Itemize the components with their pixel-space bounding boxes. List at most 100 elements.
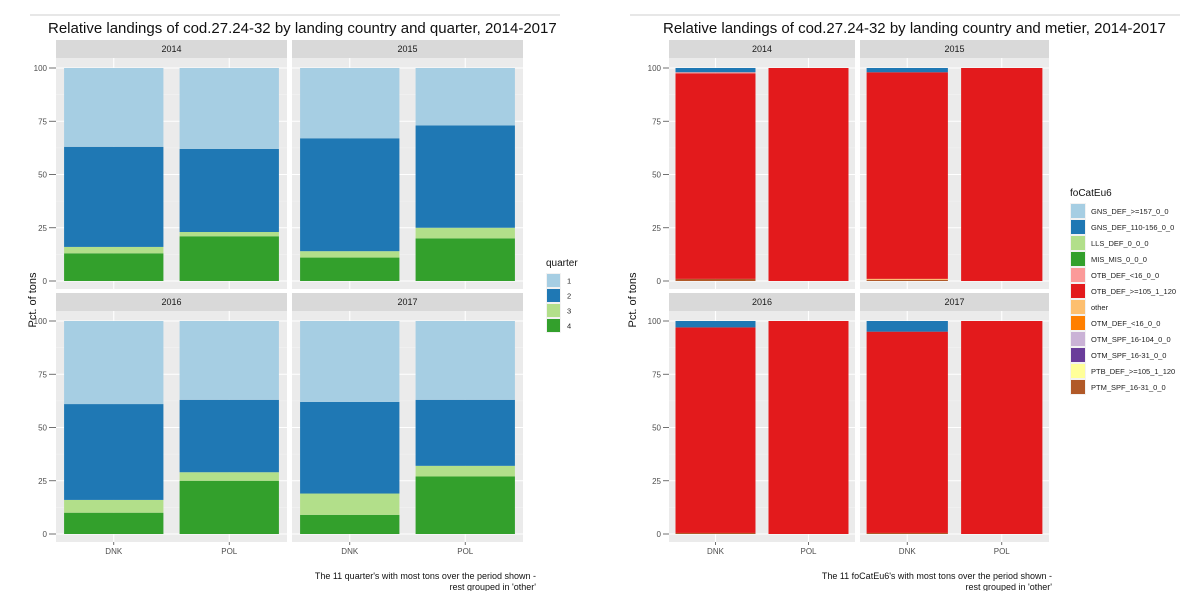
facet-strip xyxy=(669,293,855,311)
chart-caption: The 11 foCatEu6's with most tons over th… xyxy=(822,571,1052,581)
bar-segment-dnk-GNS_DEF_110-156_0_0 xyxy=(675,321,756,328)
bar-segment-dnk-1 xyxy=(64,321,164,405)
y-tick-label: 75 xyxy=(652,370,661,379)
chart-metier: Relative landings of cod.27.24-32 by lan… xyxy=(627,20,1176,591)
bar-segment-pol-4 xyxy=(179,236,279,281)
legend-label: OTB_DEF_>=105_1_120 xyxy=(1091,287,1176,296)
facet-panel-2017: 2017 xyxy=(292,293,523,542)
legend-swatch xyxy=(547,274,560,287)
bar-segment-pol-2 xyxy=(415,399,515,466)
legend-label: GNS_DEF_110-156_0_0 xyxy=(1091,223,1174,232)
bar-segment-pol-4 xyxy=(179,480,279,534)
chart-quarter: Relative landings of cod.27.24-32 by lan… xyxy=(27,20,578,591)
facet-strip-label: 2017 xyxy=(944,297,964,307)
legend-label: 3 xyxy=(567,307,571,316)
legend-label: PTM_SPF_16-31_0_0 xyxy=(1091,383,1166,392)
y-tick-label: 50 xyxy=(38,424,47,433)
facet-strip-label: 2014 xyxy=(752,44,772,54)
bar-segment-dnk-OTB_DEF_>=105_1_120 xyxy=(866,331,948,533)
bar-segment-dnk-1 xyxy=(64,68,164,147)
legend-label: OTM_SPF_16-31_0_0 xyxy=(1091,351,1166,360)
bar-segment-dnk-GNS_DEF_110-156_0_0 xyxy=(675,68,756,73)
facet-strip xyxy=(292,40,523,58)
y-tick-label: 0 xyxy=(43,530,48,539)
chart-caption: rest grouped in 'other' xyxy=(966,582,1053,591)
x-tick-label: POL xyxy=(457,547,474,556)
legend-swatch xyxy=(1071,380,1085,394)
legend-swatch xyxy=(1071,252,1085,266)
bar-segment-pol-3 xyxy=(415,227,515,239)
bar-segment-dnk-other xyxy=(866,278,948,280)
bar-segment-pol-2 xyxy=(415,125,515,228)
y-tick-label: 0 xyxy=(657,530,662,539)
facet-panel-2017: 2017 xyxy=(860,293,1049,542)
legend-swatch xyxy=(1071,220,1085,234)
y-tick-label: 50 xyxy=(652,424,661,433)
legend-label: PTB_DEF_>=105_1_120 xyxy=(1091,367,1175,376)
chart-caption: rest grouped in 'other' xyxy=(450,582,537,591)
y-tick-label: 25 xyxy=(38,477,47,486)
legend-swatch xyxy=(1071,204,1085,218)
bar-segment-pol-2 xyxy=(179,148,279,233)
legend-swatch xyxy=(1071,236,1085,250)
bar-segment-dnk-OTB_DEF_>=105_1_120 xyxy=(675,73,756,279)
facet-panel-2014: 2014 xyxy=(56,40,287,289)
x-tick-label: DNK xyxy=(341,547,359,556)
facet-strip-label: 2014 xyxy=(161,44,181,54)
y-tick-label: 25 xyxy=(38,224,47,233)
bar-segment-pol-OTB_DEF_>=105_1_120 xyxy=(768,68,849,281)
bar-segment-pol-3 xyxy=(179,472,279,481)
bar-segment-pol-3 xyxy=(415,465,515,477)
bar-segment-dnk-4 xyxy=(300,514,400,534)
bar-segment-dnk-PTM_SPF_16-31_0_0 xyxy=(675,278,756,281)
bar-segment-dnk-1 xyxy=(300,68,400,139)
bar-segment-pol-3 xyxy=(179,232,279,237)
x-tick-label: POL xyxy=(800,547,817,556)
x-tick-label: POL xyxy=(994,547,1011,556)
legend-swatch xyxy=(547,289,560,302)
legend: quarter 1 2 3 4 xyxy=(546,258,578,333)
y-tick-label: 75 xyxy=(38,370,47,379)
legend-label: other xyxy=(1091,303,1109,312)
bar-segment-pol-1 xyxy=(415,68,515,126)
facet-strip-label: 2015 xyxy=(397,44,417,54)
y-axis-title: Pct. of tons xyxy=(627,272,639,328)
y-axis-title: Pct. of tons xyxy=(27,272,39,328)
facet-strip xyxy=(669,40,855,58)
facet-strip-label: 2016 xyxy=(752,297,772,307)
y-tick-label: 100 xyxy=(34,317,48,326)
y-tick-label: 75 xyxy=(652,117,661,126)
bar-segment-dnk-PTM_SPF_16-31_0_0 xyxy=(866,532,948,534)
legend-swatch xyxy=(547,304,560,317)
facet-panel-2016: 2016 xyxy=(56,293,287,542)
facet-strip-label: 2015 xyxy=(944,44,964,54)
legend-swatch xyxy=(1071,284,1085,298)
facet-strip xyxy=(860,40,1049,58)
bar-segment-pol-4 xyxy=(415,476,515,534)
legend-swatch xyxy=(1071,332,1085,346)
bar-segment-dnk-PTM_SPF_16-31_0_0 xyxy=(866,279,948,281)
chart-caption: The 11 quarter's with most tons over the… xyxy=(315,571,536,581)
bar-segment-dnk-2 xyxy=(64,404,164,500)
legend-label: OTM_SPF_16-104_0_0 xyxy=(1091,335,1171,344)
legend-swatch xyxy=(547,319,560,332)
legend-label: OTB_DEF_<16_0_0 xyxy=(1091,271,1159,280)
legend: foCatEu6 GNS_DEF_>=157_0_0 GNS_DEF_110-156… xyxy=(1070,188,1176,395)
bar-segment-pol-OTB_DEF_>=105_1_120 xyxy=(768,321,849,534)
bar-segment-dnk-OTB_DEF_>=105_1_120 xyxy=(866,72,948,279)
facet-strip xyxy=(56,40,287,58)
bar-segment-dnk-GNS_DEF_110-156_0_0 xyxy=(866,321,948,332)
facet-panel-2015: 2015 xyxy=(292,40,523,289)
legend-label: 1 xyxy=(567,277,571,286)
x-tick-label: DNK xyxy=(899,547,917,556)
legend-title: foCatEu6 xyxy=(1070,188,1112,199)
bar-segment-dnk-4 xyxy=(300,257,400,281)
legend-swatch xyxy=(1071,364,1085,378)
bar-segment-dnk-GNS_DEF_110-156_0_0 xyxy=(866,68,948,73)
chart-title: Relative landings of cod.27.24-32 by lan… xyxy=(663,20,1166,37)
x-tick-label: POL xyxy=(221,547,238,556)
facet-strip-label: 2016 xyxy=(161,297,181,307)
legend-label: OTM_DEF_<16_0_0 xyxy=(1091,319,1160,328)
facet-strip xyxy=(292,293,523,311)
